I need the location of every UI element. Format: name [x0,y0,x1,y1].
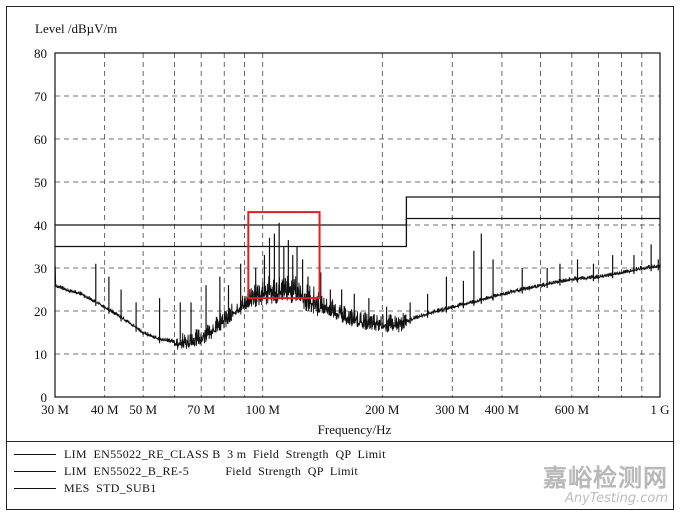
y-tick-label: 10 [34,347,47,362]
legend-swatch [14,488,56,489]
y-tick-label: 30 [34,261,47,276]
y-axis-label: Level /dBµV/m [35,21,117,36]
legend: LIM EN55022_RE_CLASS B 3 m Field Strengt… [14,446,514,497]
y-tick-label: 70 [34,89,47,104]
x-tick-label: 1 G [650,402,669,417]
watermark-en: AnyTesting.com [564,491,668,506]
watermark-cn: 嘉峪检测网 [543,464,668,492]
x-tick-label: 30 M [41,402,69,417]
legend-label: MES STD_SUB1 [64,481,157,495]
x-tick-label: 200 M [365,402,400,417]
x-tick-label: 40 M [91,402,119,417]
y-tick-label: 50 [34,175,47,190]
limit-line-2 [55,217,660,248]
legend-swatch [14,454,56,455]
x-axis-label: Frequency/Hz [318,422,392,437]
x-tick-label: 100 M [246,402,281,417]
y-tick-label: 60 [34,132,47,147]
y-tick-label: 80 [34,46,47,61]
y-tick-label: 40 [34,218,47,233]
x-tick-label: 70 M [187,402,215,417]
chart-frame [6,6,674,510]
legend-swatch [14,471,56,472]
x-tick-label: 600 M [555,402,590,417]
y-tick-label: 20 [34,304,47,319]
legend-item-measurement: MES STD_SUB1 [14,480,514,497]
highlight-box [247,211,321,300]
legend-separator [7,441,673,442]
measurement-trace [54,263,661,350]
legend-label: LIM EN55022_B_RE-5 Field Strength QP Lim… [64,464,359,478]
y-tick-label: 0 [41,390,48,405]
x-tick-label: 300 M [435,402,470,417]
watermark: 嘉峪检测网 AnyTesting.com [543,458,668,506]
legend-item-limit-class-b: LIM EN55022_RE_CLASS B 3 m Field Strengt… [14,446,514,463]
legend-label: LIM EN55022_RE_CLASS B 3 m Field Strengt… [64,447,386,461]
x-tick-label: 50 M [129,402,157,417]
limit-line-1 [55,196,660,226]
legend-item-limit-re5: LIM EN55022_B_RE-5 Field Strength QP Lim… [14,463,514,480]
x-tick-label: 400 M [485,402,520,417]
